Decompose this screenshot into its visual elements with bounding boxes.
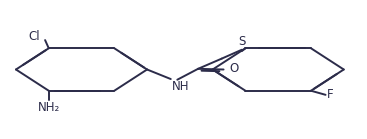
- Text: NH₂: NH₂: [37, 101, 60, 114]
- Text: NH: NH: [171, 80, 189, 93]
- Text: S: S: [238, 35, 246, 48]
- Text: Cl: Cl: [28, 30, 40, 43]
- Text: F: F: [327, 88, 334, 101]
- Text: O: O: [229, 62, 238, 75]
